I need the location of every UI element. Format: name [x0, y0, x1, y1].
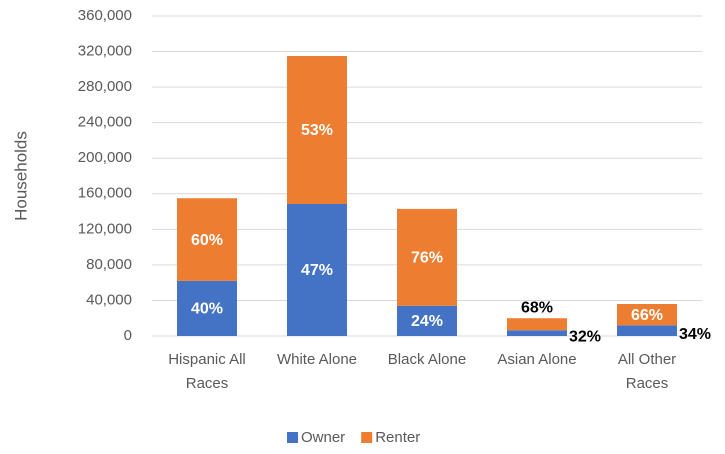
- y-tick-label: 320,000: [78, 43, 132, 60]
- data-label: 76%: [411, 250, 443, 267]
- bar-segment: [617, 304, 677, 326]
- data-label: 47%: [301, 262, 333, 279]
- y-tick-label: 200,000: [78, 149, 132, 166]
- y-tick-label: 40,000: [86, 291, 132, 308]
- data-label: 53%: [301, 122, 333, 139]
- legend-swatch: [287, 432, 298, 443]
- bar-segment: [617, 325, 677, 336]
- y-tick-label: 160,000: [78, 185, 132, 202]
- x-tick-label: Black Alone: [388, 351, 466, 368]
- y-tick-label: 240,000: [78, 114, 132, 131]
- data-label: 24%: [411, 313, 443, 330]
- data-label: 66%: [631, 307, 663, 324]
- data-label: 40%: [191, 301, 223, 318]
- bar-segment: [507, 318, 567, 331]
- data-label: 68%: [521, 299, 553, 316]
- y-tick-label: 280,000: [78, 78, 132, 95]
- x-tick-label: Asian Alone: [497, 351, 576, 368]
- bar-segment: [287, 204, 347, 336]
- y-axis-label: Households: [11, 131, 30, 221]
- x-tick-label: Hispanic All Races: [168, 351, 246, 392]
- bar-segment: [177, 198, 237, 281]
- x-tick-label: White Alone: [277, 351, 357, 368]
- y-tick-label: 360,000: [78, 7, 132, 24]
- x-tick-label: All Other Races: [618, 351, 676, 392]
- legend-label: Renter: [375, 429, 420, 446]
- bar-segment: [507, 330, 567, 336]
- bar-segment: [397, 208, 457, 306]
- data-label: 32%: [569, 328, 601, 345]
- bar-segment: [177, 280, 237, 336]
- bar-segment: [397, 305, 457, 336]
- legend-label: Owner: [301, 429, 345, 446]
- data-label: 60%: [191, 232, 223, 249]
- bar-segment: [287, 56, 347, 204]
- y-tick-label: 0: [124, 327, 132, 344]
- y-tick-label: 80,000: [86, 256, 132, 273]
- data-label: 34%: [679, 326, 711, 343]
- y-tick-label: 120,000: [78, 220, 132, 237]
- legend-swatch: [361, 432, 373, 443]
